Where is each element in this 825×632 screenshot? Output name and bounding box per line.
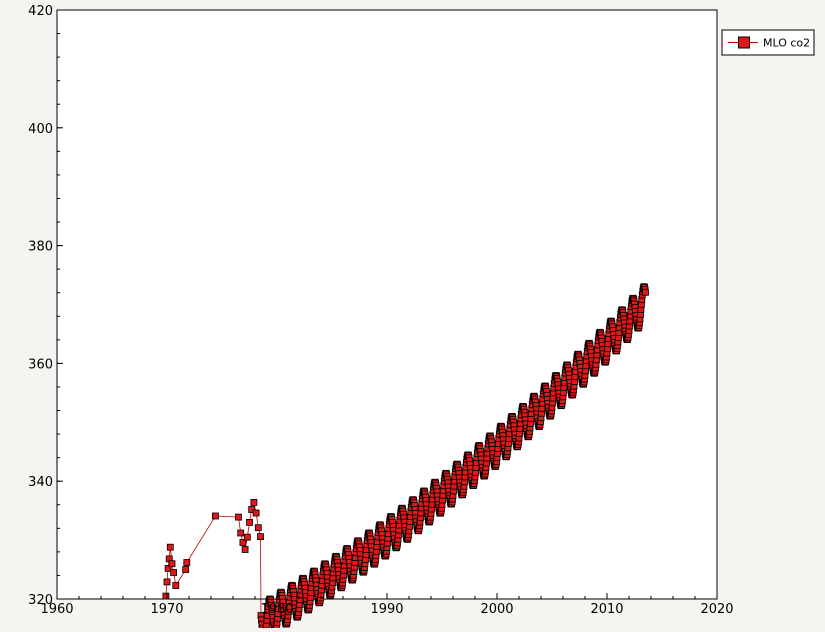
x-tick-label: 1970	[150, 602, 183, 617]
data-point	[251, 499, 257, 505]
x-tick-label: 2000	[480, 602, 513, 617]
data-point	[164, 579, 170, 585]
data-point	[255, 525, 261, 531]
y-tick-label: 360	[28, 357, 53, 372]
data-point	[238, 530, 244, 536]
data-point	[169, 561, 175, 567]
plot-area	[57, 10, 717, 599]
x-tick-label: 1980	[260, 602, 293, 617]
y-tick-label: 420	[28, 4, 53, 19]
data-point	[173, 583, 179, 589]
x-tick-label: 2010	[590, 602, 623, 617]
legend-label: MLO co2	[763, 37, 810, 50]
data-point	[244, 534, 250, 540]
data-point	[258, 534, 264, 540]
data-point	[242, 547, 248, 553]
data-point	[183, 567, 189, 573]
legend: MLO co2	[722, 30, 814, 55]
data-point	[167, 544, 173, 550]
y-tick-label: 320	[28, 593, 53, 608]
data-point	[163, 593, 169, 599]
data-point	[184, 560, 190, 566]
data-point	[253, 510, 259, 516]
data-point	[236, 514, 242, 520]
y-tick-label: 380	[28, 240, 53, 255]
x-tick-label: 2020	[700, 602, 733, 617]
data-point	[643, 289, 649, 295]
legend-marker-swatch	[739, 37, 750, 48]
x-tick-label: 1990	[370, 602, 403, 617]
y-tick-label: 400	[28, 122, 53, 137]
data-point	[212, 513, 218, 519]
data-point	[247, 519, 253, 525]
data-point	[171, 570, 177, 576]
y-tick-label: 340	[28, 475, 53, 490]
